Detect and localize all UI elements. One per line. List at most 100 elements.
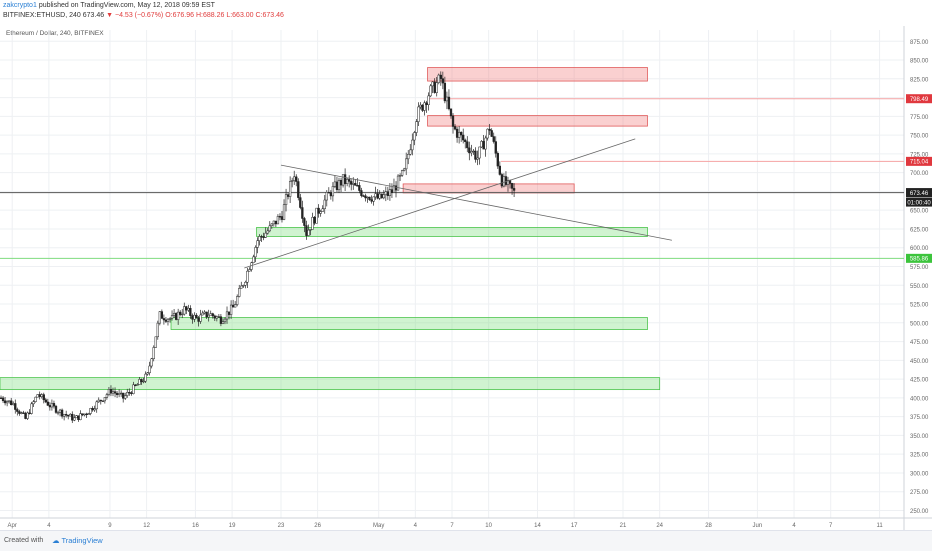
chart-title: Ethereum / Dollar, 240, BITFINEX bbox=[6, 30, 104, 37]
candle-body bbox=[83, 413, 86, 416]
candle-body bbox=[26, 412, 29, 419]
x-tick-label: 24 bbox=[656, 523, 663, 529]
candle-body bbox=[372, 196, 375, 202]
chart-area[interactable]: 250.00 275.00 300.00 325.00 350.00 375.00 400.… bbox=[0, 26, 932, 530]
candle-body bbox=[278, 216, 282, 218]
candle-body bbox=[482, 141, 485, 150]
candle-body bbox=[207, 314, 210, 318]
candle-body bbox=[79, 413, 82, 420]
candle-body bbox=[132, 384, 135, 394]
price-change: ▼ −4.53 (−0.67%) bbox=[106, 12, 164, 19]
candle-body bbox=[276, 216, 280, 225]
x-tick-label: 16 bbox=[192, 523, 199, 529]
candle-body bbox=[270, 223, 273, 227]
candle-body bbox=[193, 314, 196, 320]
candle-body bbox=[498, 165, 501, 175]
candle-body bbox=[453, 126, 457, 130]
candle-body bbox=[164, 319, 168, 322]
y-tick-label: 750.00 bbox=[910, 134, 929, 140]
candle-body bbox=[411, 139, 414, 151]
candle-body bbox=[67, 414, 70, 417]
candle-body bbox=[293, 176, 296, 181]
candle-body bbox=[433, 81, 436, 93]
candle-body bbox=[374, 193, 377, 198]
candle-body bbox=[97, 399, 100, 403]
chart-header: zakcrypto1 published on TradingView.com,… bbox=[0, 0, 932, 26]
candle-body bbox=[462, 134, 465, 141]
candle-body bbox=[103, 397, 107, 402]
candle-body bbox=[445, 96, 449, 102]
candle-body bbox=[58, 409, 62, 413]
trendline bbox=[244, 138, 636, 269]
candle-body bbox=[36, 394, 39, 398]
author-link[interactable]: zakcrypto1 bbox=[3, 2, 37, 9]
candle-body bbox=[75, 415, 78, 419]
candle-body bbox=[189, 308, 192, 316]
candle-body bbox=[236, 296, 239, 305]
candle-body bbox=[470, 151, 473, 154]
candle-body bbox=[286, 194, 290, 197]
candle-body bbox=[423, 102, 426, 111]
x-tick-label: Apr bbox=[8, 523, 17, 529]
candle-body bbox=[113, 391, 117, 394]
candle-body bbox=[227, 311, 231, 315]
candle-body bbox=[400, 170, 404, 176]
candle-body bbox=[177, 311, 180, 320]
candle-body bbox=[288, 181, 292, 197]
candle-body bbox=[439, 74, 442, 79]
y-tick-label: 775.00 bbox=[910, 115, 929, 121]
y-tick-label: 575.00 bbox=[910, 265, 929, 271]
tradingview-logo[interactable]: ☁ TradingView bbox=[52, 536, 103, 545]
candle-body bbox=[327, 192, 330, 194]
price-chart[interactable]: 250.00 275.00 300.00 325.00 350.00 375.00 400.… bbox=[0, 26, 932, 530]
x-tick-label: 4 bbox=[47, 523, 51, 529]
candle-body bbox=[309, 229, 312, 231]
candle-body bbox=[44, 399, 47, 403]
support-zone bbox=[256, 227, 648, 237]
publish-text: published on TradingView.com, May 12, 20… bbox=[38, 2, 215, 9]
candle-body bbox=[457, 132, 461, 138]
candle-body bbox=[319, 211, 322, 214]
candle-body bbox=[413, 132, 416, 141]
candle-body bbox=[325, 192, 328, 201]
candle-body bbox=[510, 183, 514, 189]
candle-body bbox=[3, 400, 7, 404]
last-price: 673.46 bbox=[82, 12, 105, 19]
symbol-label: BITFINEX:ETHUSD, 240 bbox=[3, 12, 81, 19]
candle-body bbox=[486, 128, 489, 139]
candle-body bbox=[48, 405, 52, 408]
candle-body bbox=[217, 316, 221, 318]
x-tick-label: 11 bbox=[876, 523, 883, 529]
candle-body bbox=[50, 403, 54, 408]
candle-body bbox=[238, 288, 241, 297]
candle-body bbox=[295, 176, 298, 182]
last-price-text: 673.46 bbox=[910, 191, 929, 197]
price-label-text: 715.04 bbox=[910, 160, 929, 166]
publish-info: zakcrypto1 published on TradingView.com,… bbox=[3, 2, 215, 9]
price-label-text: 585.86 bbox=[910, 257, 929, 263]
candle-body bbox=[307, 229, 310, 236]
candle-body bbox=[42, 394, 45, 401]
candle-body bbox=[117, 393, 121, 395]
candle-body bbox=[152, 347, 155, 359]
x-tick-label: 26 bbox=[314, 523, 321, 529]
candle-body bbox=[52, 403, 56, 407]
candle-body bbox=[60, 409, 64, 417]
candle-body bbox=[460, 132, 463, 136]
candle-body bbox=[107, 389, 111, 395]
candle-body bbox=[297, 181, 300, 198]
candle-body bbox=[331, 186, 335, 197]
candle-body bbox=[496, 153, 499, 167]
candle-body bbox=[350, 181, 353, 185]
y-tick-label: 250.00 bbox=[910, 509, 929, 515]
candle-body bbox=[223, 318, 227, 322]
candle-body bbox=[258, 236, 261, 241]
y-tick-label: 500.00 bbox=[910, 321, 929, 327]
resistance-zone bbox=[427, 115, 648, 127]
y-tick-label: 650.00 bbox=[910, 209, 929, 215]
y-tick-label: 275.00 bbox=[910, 490, 929, 496]
candle-body bbox=[246, 270, 249, 283]
x-tick-label: 9 bbox=[108, 523, 112, 529]
candle-body bbox=[341, 174, 345, 186]
candles bbox=[0, 71, 516, 424]
